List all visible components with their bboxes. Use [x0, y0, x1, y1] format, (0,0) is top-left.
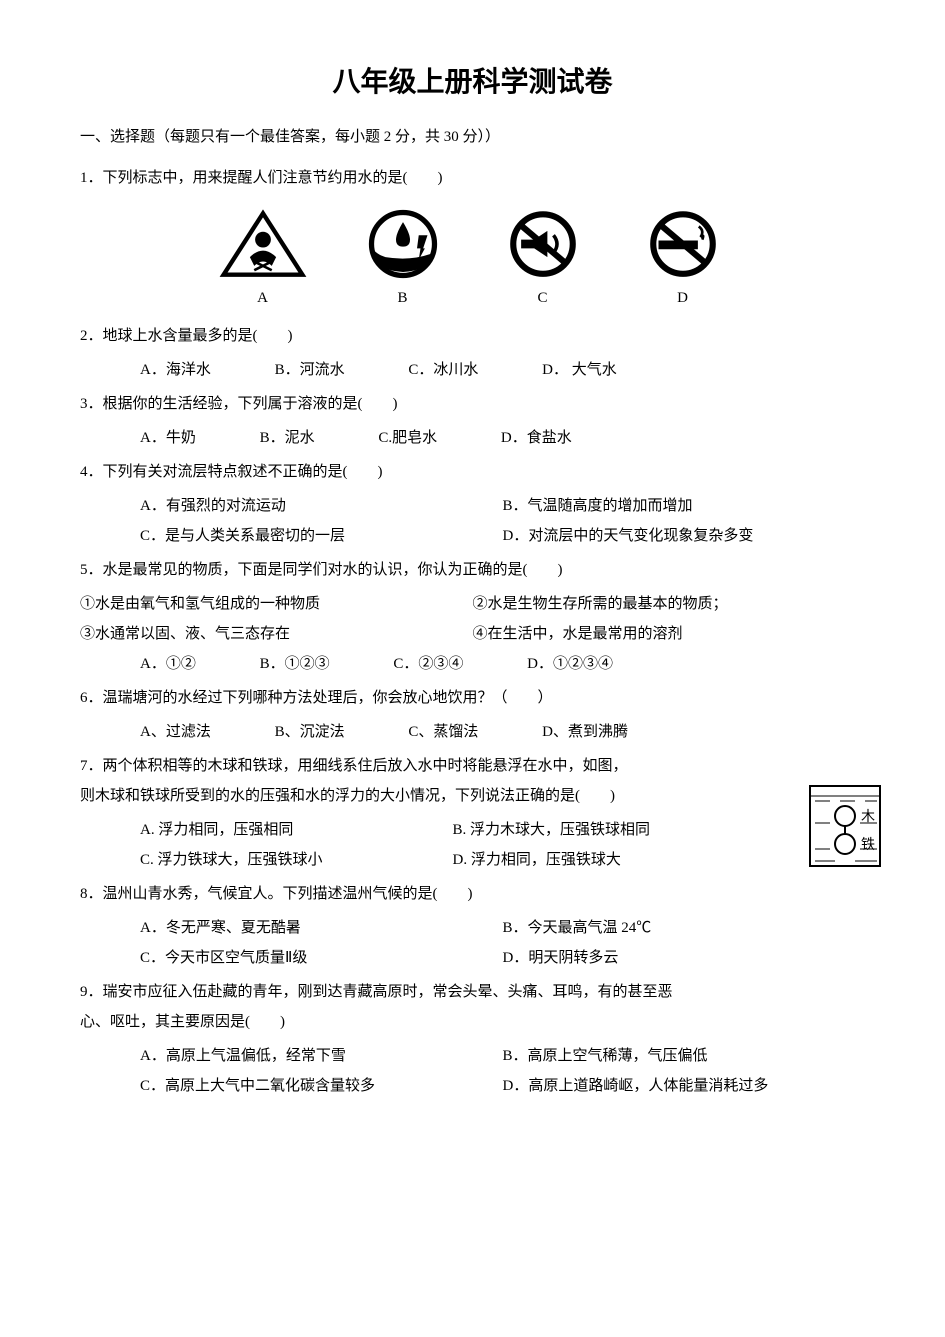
no-horn-icon — [498, 209, 588, 279]
paren-close: ) — [280, 1014, 287, 1030]
paren-close: ) — [378, 464, 385, 480]
q2-opt-b: B．河流水 — [275, 355, 345, 385]
q1-label-c: C — [498, 283, 588, 313]
q8-options: A．冬无严寒、夏无酷暑 B．今天最高气温 24℃ C．今天市区空气质量Ⅱ级 D．… — [80, 913, 865, 973]
question-8: 8．温州山青水秀，气候宜人。下列描述温州气候的是() A．冬无严寒、夏无酷暑 B… — [80, 879, 865, 973]
q5-s4: ④在生活中，水是最常用的溶剂 — [473, 619, 866, 649]
q5-s2: ②水是生物生存所需的最基本的物质； — [473, 589, 866, 619]
q8-opt-c: C．今天市区空气质量Ⅱ级 — [140, 943, 503, 973]
q1-sign-a: A — [218, 209, 308, 313]
q8-opt-b: B．今天最高气温 24℃ — [503, 913, 866, 943]
q5-subitems: ①水是由氧气和氢气组成的一种物质 ②水是生物生存所需的最基本的物质； ③水通常以… — [80, 589, 865, 649]
q9-opt-b: B．高原上空气稀薄，气压偏低 — [503, 1041, 866, 1071]
q1-label-d: D — [638, 283, 728, 313]
q7-options: A. 浮力相同，压强相同 B. 浮力木球大，压强铁球相同 C. 浮力铁球大，压强… — [80, 815, 765, 875]
q9-options: A．高原上气温偏低，经常下雪 B．高原上空气稀薄，气压偏低 C．高原上大气中二氧… — [80, 1041, 865, 1101]
q3-opt-c: C.肥皂水 — [378, 423, 437, 453]
paren-close: ） — [538, 690, 555, 706]
question-9: 9．瑞安市应征入伍赴藏的青年，刚到达青藏高原时，常会头晕、头痛、耳鸣，有的甚至恶… — [80, 977, 865, 1101]
question-2: 2．地球上水含量最多的是() A．海洋水 B．河流水 C．冰川水 D． 大气水 — [80, 321, 865, 385]
q3-text: 3．根据你的生活经验，下列属于溶液的是( — [80, 396, 363, 412]
q6-opt-a: A、过滤法 — [140, 717, 211, 747]
paren-close: ) — [393, 396, 400, 412]
paren-close: ) — [468, 886, 475, 902]
q2-options: A．海洋水 B．河流水 C．冰川水 D． 大气水 — [80, 355, 865, 385]
q5-opt-d: D．①②③④ — [527, 649, 613, 679]
paren-close: ) — [288, 328, 295, 344]
q9-line2: 心、呕吐，其主要原因是( — [80, 1014, 250, 1030]
q3-opt-a: A．牛奶 — [140, 423, 196, 453]
q7-opt-c: C. 浮力铁球大，压强铁球小 — [140, 845, 453, 875]
q4-opt-b: B．气温随高度的增加而增加 — [503, 491, 866, 521]
question-6: 6．温瑞塘河的水经过下列哪种方法处理后，你会放心地饮用？（ ） A、过滤法 B、沉… — [80, 683, 865, 747]
paren-close: ) — [438, 170, 445, 186]
q1-sign-c: C — [498, 209, 588, 313]
q5-s1: ①水是由氧气和氢气组成的一种物质 — [80, 589, 473, 619]
q9-opt-c: C．高原上大气中二氧化碳含量较多 — [140, 1071, 503, 1101]
q1-label-b: B — [358, 283, 448, 313]
q2-opt-d: D． 大气水 — [542, 355, 617, 385]
q1-label-a: A — [218, 283, 308, 313]
q9-line1: 9．瑞安市应征入伍赴藏的青年，刚到达青藏高原时，常会头晕、头痛、耳鸣，有的甚至恶 — [80, 984, 673, 1000]
q4-opt-a: A．有强烈的对流运动 — [140, 491, 503, 521]
section-header: 一、选择题（每题只有一个最佳答案，每小题 2 分，共 30 分）） — [80, 124, 865, 151]
q3-opt-b: B．泥水 — [260, 423, 315, 453]
water-save-icon — [358, 209, 448, 279]
q5-s3: ③水通常以固、液、气三态存在 — [80, 619, 473, 649]
q7-opt-d: D. 浮力相同，压强铁球大 — [453, 845, 766, 875]
q3-options: A．牛奶 B．泥水 C.肥皂水 D．食盐水 — [80, 423, 865, 453]
q4-opt-c: C．是与人类关系最密切的一层 — [140, 521, 503, 551]
q8-text: 8．温州山青水秀，气候宜人。下列描述温州气候的是( — [80, 886, 438, 902]
q6-opt-b: B、沉淀法 — [275, 717, 345, 747]
q2-text: 2．地球上水含量最多的是( — [80, 328, 258, 344]
q4-options: A．有强烈的对流运动 B．气温随高度的增加而增加 C．是与人类关系最密切的一层 … — [80, 491, 865, 551]
q2-opt-c: C．冰川水 — [408, 355, 478, 385]
q1-text: 1．下列标志中，用来提醒人们注意节约用水的是( — [80, 170, 408, 186]
page-title: 八年级上册科学测试卷 — [80, 60, 865, 100]
q5-opt-a: A．①② — [140, 649, 196, 679]
svg-text:铁: 铁 — [861, 837, 875, 853]
q6-opt-c: C、蒸馏法 — [408, 717, 478, 747]
q9-opt-a: A．高原上气温偏低，经常下雪 — [140, 1041, 503, 1071]
question-1: 1．下列标志中，用来提醒人们注意节约用水的是() A B — [80, 163, 865, 313]
toxic-triangle-icon — [218, 209, 308, 279]
svg-text:木: 木 — [861, 809, 875, 825]
paren-close: ) — [610, 788, 617, 804]
q5-options: A．①② B．①②③ C．②③④ D．①②③④ — [80, 649, 865, 679]
q3-opt-d: D．食盐水 — [501, 423, 572, 453]
q6-options: A、过滤法 B、沉淀法 C、蒸馏法 D、煮到沸腾 — [80, 717, 865, 747]
no-smoking-icon — [638, 209, 728, 279]
q4-opt-d: D．对流层中的天气变化现象复杂多变 — [503, 521, 866, 551]
q5-text: 5．水是最常见的物质，下面是同学们对水的认识，你认为正确的是( — [80, 562, 528, 578]
question-7: 7．两个体积相等的木球和铁球，用细线系住后放入水中时将能悬浮在水中，如图， 则木… — [80, 751, 865, 875]
question-4: 4．下列有关对流层特点叙述不正确的是() A．有强烈的对流运动 B．气温随高度的… — [80, 457, 865, 551]
q1-sign-b: B — [358, 209, 448, 313]
q6-text: 6．温瑞塘河的水经过下列哪种方法处理后，你会放心地饮用？（ — [80, 690, 508, 706]
paren-close: ) — [558, 562, 565, 578]
question-3: 3．根据你的生活经验，下列属于溶液的是() A．牛奶 B．泥水 C.肥皂水 D．… — [80, 389, 865, 453]
q7-line2: 则木球和铁球所受到的水的压强和水的浮力的大小情况，下列说法正确的是( — [80, 788, 580, 804]
q8-opt-d: D．明天阴转多云 — [503, 943, 866, 973]
q1-sign-d: D — [638, 209, 728, 313]
q5-opt-c: C．②③④ — [393, 649, 463, 679]
q7-line1: 7．两个体积相等的木球和铁球，用细线系住后放入水中时将能悬浮在水中，如图， — [80, 758, 628, 774]
q1-signs: A B C — [80, 209, 865, 313]
q7-opt-b: B. 浮力木球大，压强铁球相同 — [453, 815, 766, 845]
question-5: 5．水是最常见的物质，下面是同学们对水的认识，你认为正确的是() ①水是由氧气和… — [80, 555, 865, 679]
q9-opt-d: D．高原上道路崎岖，人体能量消耗过多 — [503, 1071, 866, 1101]
q6-opt-d: D、煮到沸腾 — [542, 717, 628, 747]
q2-opt-a: A．海洋水 — [140, 355, 211, 385]
q5-opt-b: B．①②③ — [260, 649, 330, 679]
beaker-balls-icon: 木 铁 — [805, 781, 885, 871]
q4-text: 4．下列有关对流层特点叙述不正确的是( — [80, 464, 348, 480]
q7-opt-a: A. 浮力相同，压强相同 — [140, 815, 453, 845]
q8-opt-a: A．冬无严寒、夏无酷暑 — [140, 913, 503, 943]
